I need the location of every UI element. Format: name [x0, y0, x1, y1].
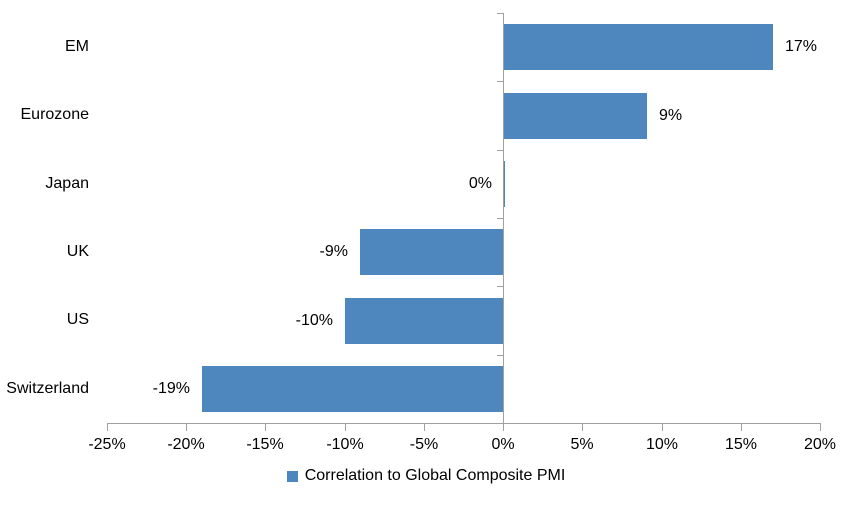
y-axis-line	[503, 13, 504, 430]
category-label: Japan	[45, 174, 89, 192]
x-tick-label: 0%	[491, 436, 515, 453]
bar	[360, 229, 503, 275]
x-axis-tick	[265, 423, 266, 431]
bar	[504, 93, 647, 139]
x-axis-tick	[186, 423, 187, 431]
x-axis-tick	[582, 423, 583, 431]
category-tick	[497, 286, 503, 287]
category-label: Eurozone	[20, 106, 90, 124]
chart-legend: Correlation to Global Composite PMI	[0, 466, 852, 486]
category-tick	[497, 13, 503, 14]
x-axis-tick	[424, 423, 425, 431]
value-label: -9%	[319, 243, 348, 260]
category-tick	[497, 81, 503, 82]
x-tick-label: -25%	[88, 436, 126, 453]
value-label: -10%	[295, 312, 333, 329]
x-tick-label: 5%	[570, 436, 594, 453]
category-label: US	[66, 311, 89, 329]
x-axis-tick	[503, 423, 504, 431]
category-label: EM	[65, 38, 89, 55]
value-label: -19%	[152, 380, 190, 397]
x-axis-tick	[345, 423, 346, 431]
x-tick-label: 10%	[645, 436, 679, 453]
bar	[504, 161, 505, 207]
x-tick-label: -10%	[326, 436, 364, 453]
category-tick	[497, 150, 503, 151]
category-tick	[497, 355, 503, 356]
x-tick-label: -5%	[409, 436, 439, 453]
category-label: Switzerland	[6, 379, 89, 397]
x-axis-tick	[820, 423, 821, 431]
category-tick	[497, 423, 503, 424]
category-label: UK	[66, 243, 89, 260]
x-axis-tick	[741, 423, 742, 431]
x-axis-tick	[107, 423, 108, 431]
bar	[345, 298, 503, 344]
category-tick	[497, 218, 503, 219]
x-axis-line	[107, 423, 821, 424]
value-label: 0%	[468, 175, 492, 192]
x-axis-tick	[662, 423, 663, 431]
x-tick-label: 15%	[724, 436, 758, 453]
x-tick-label: -15%	[246, 436, 284, 453]
value-label: 17%	[785, 38, 818, 55]
legend-label: Correlation to Global Composite PMI	[304, 467, 566, 484]
x-tick-label: -20%	[167, 436, 205, 453]
bar	[504, 24, 773, 70]
legend-color-swatch	[286, 470, 298, 482]
x-tick-label: 20%	[803, 436, 837, 453]
bar	[202, 366, 503, 412]
value-label: 9%	[659, 107, 683, 124]
